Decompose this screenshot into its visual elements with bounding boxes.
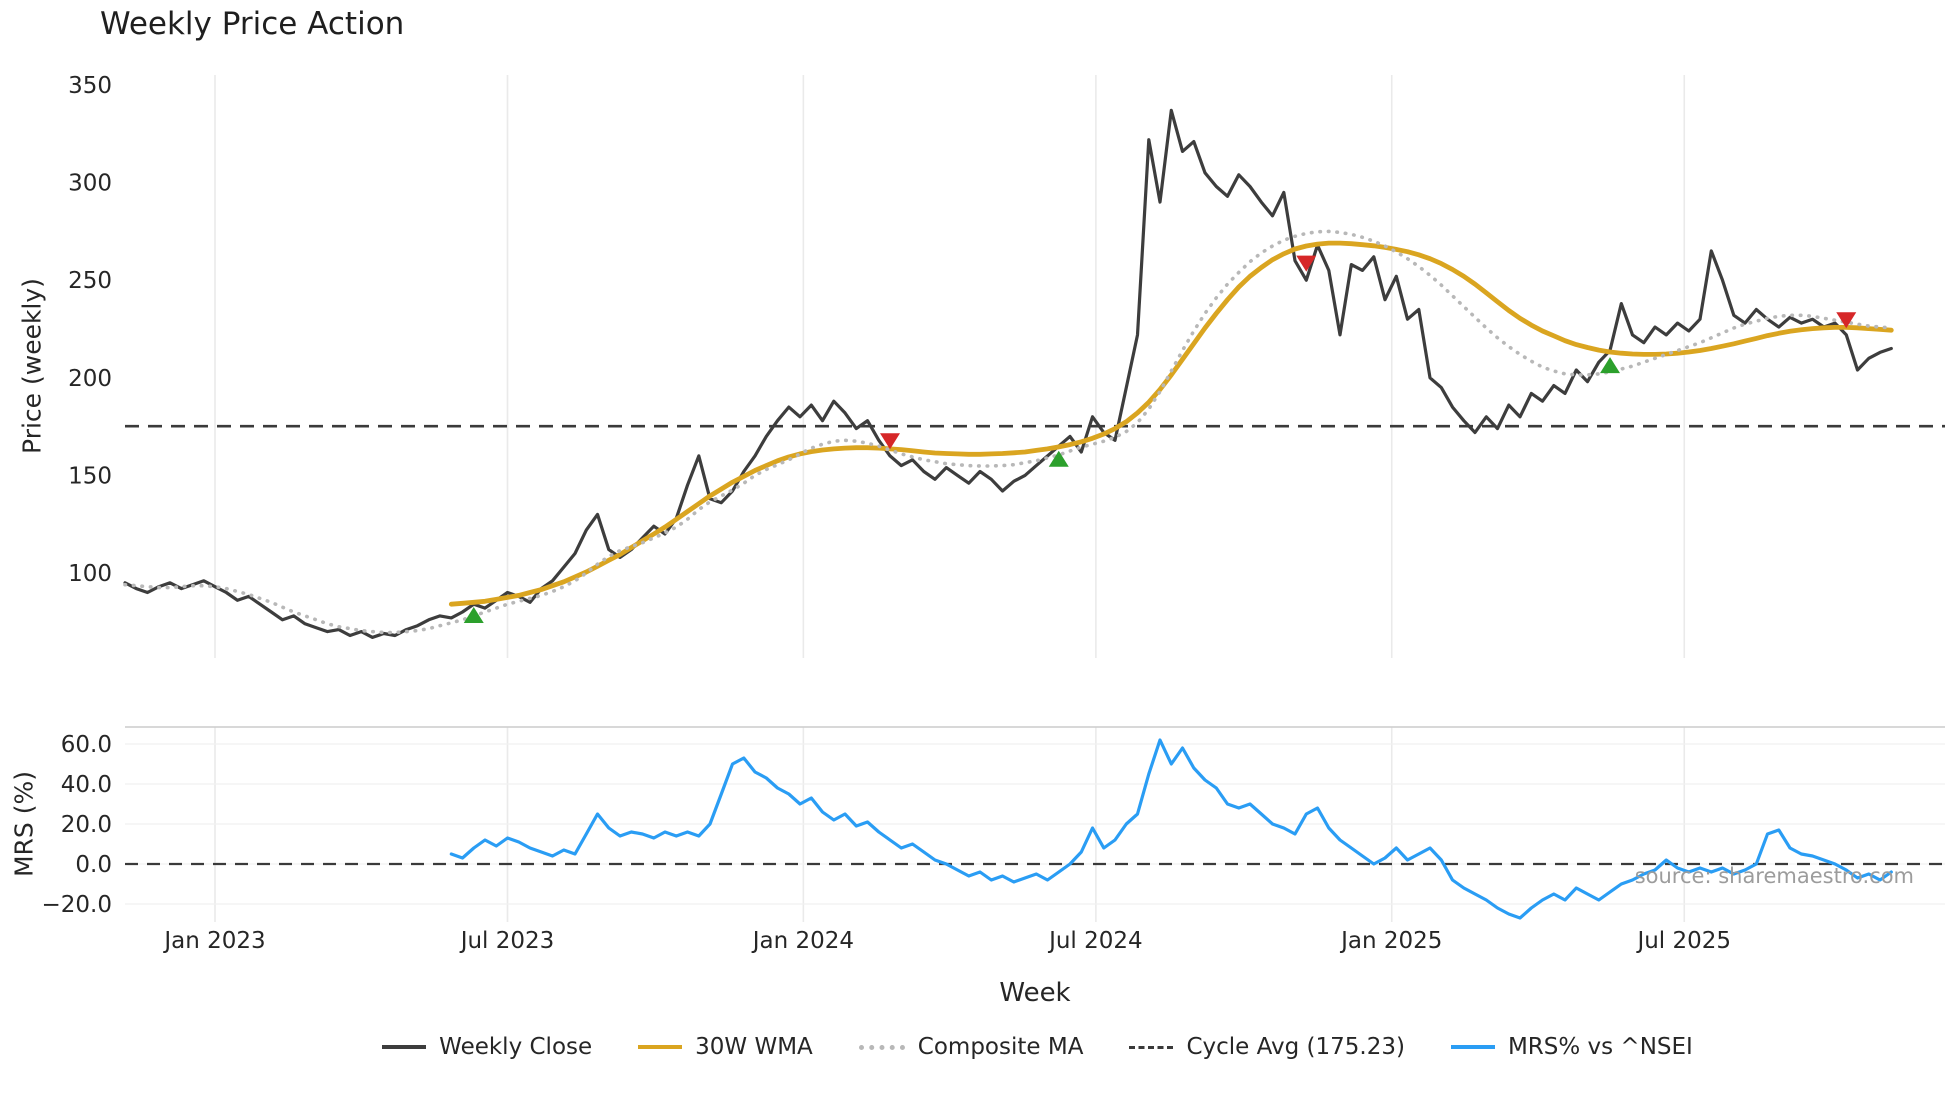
sell-signal-triangle-down-icon [1296, 255, 1317, 272]
legend-item-mrs-vs-nsei: MRS% vs ^NSEI [1450, 1034, 1693, 1060]
price-tick-label: 150 [68, 463, 112, 489]
sell-signal-triangle-down-icon [1836, 312, 1857, 329]
price-tick-label: 200 [68, 366, 112, 392]
legend-dotted-line-swatch-icon [858, 1044, 905, 1050]
x-tick-label: Jan 2025 [1339, 928, 1442, 954]
week-axis-label: Week [999, 978, 1071, 1008]
price-tick-label: 300 [68, 171, 112, 197]
mrs-tick-label: 20.0 [61, 812, 112, 838]
legend-label: MRS% vs ^NSEI [1507, 1034, 1693, 1060]
legend-solid-line-swatch-icon [1450, 1045, 1495, 1049]
legend-label: Cycle Avg (175.23) [1186, 1034, 1405, 1060]
mrs-tick-label: −20.0 [42, 892, 112, 918]
mrs-axis-label: MRS (%) [9, 770, 39, 878]
mrs-tick-label: 0.0 [75, 852, 112, 878]
composite-ma-line [123, 229, 1894, 635]
sell-signal-triangle-down-icon [880, 433, 900, 450]
x-tick-label: Jul 2025 [1635, 928, 1731, 954]
x-tick-label: Jan 2023 [162, 928, 265, 954]
mrs-vs-nsei-line [449, 738, 1893, 920]
chart-legend: Weekly Close 30W WMA Composite MA Cycle Avg… [130, 1034, 1945, 1060]
mrs-tick-label: 40.0 [61, 772, 112, 798]
x-tick-label: Jul 2023 [459, 928, 555, 954]
legend-label: Weekly Close [439, 1034, 593, 1060]
legend-item-weekly-close: Weekly Close [382, 1034, 592, 1060]
mrs-tick-label: 60.0 [61, 732, 112, 758]
source-note: source: sharemaestro.com [1634, 864, 1914, 888]
price-axis-label: Price (weekly) [17, 278, 47, 454]
legend-solid-line-swatch-icon [382, 1045, 427, 1049]
legend-item-composite-ma: Composite MA [858, 1034, 1084, 1060]
buy-signal-triangle-up-icon [463, 606, 484, 623]
30w-wma-line [448, 240, 1894, 607]
weekly-close-line [123, 108, 1893, 640]
legend-label: Composite MA [917, 1034, 1084, 1060]
legend-item-cycle-avg-175-23: Cycle Avg (175.23) [1129, 1034, 1405, 1060]
legend-label: 30W WMA [695, 1034, 813, 1060]
x-tick-label: Jan 2024 [751, 928, 854, 954]
legend-item-30w-wma: 30W WMA [638, 1034, 813, 1060]
price-tick-label: 350 [68, 73, 112, 99]
buy-signal-triangle-up-icon [1600, 357, 1620, 374]
x-tick-label: Jul 2024 [1047, 928, 1143, 954]
price-tick-label: 100 [68, 561, 112, 587]
buy-signal-triangle-up-icon [1048, 450, 1069, 467]
price-tick-label: 250 [68, 268, 112, 294]
legend-dashed-line-swatch-icon [1129, 1045, 1174, 1049]
legend-solid-line-swatch-icon [638, 1045, 683, 1049]
chart-title: Weekly Price Action [100, 6, 405, 42]
